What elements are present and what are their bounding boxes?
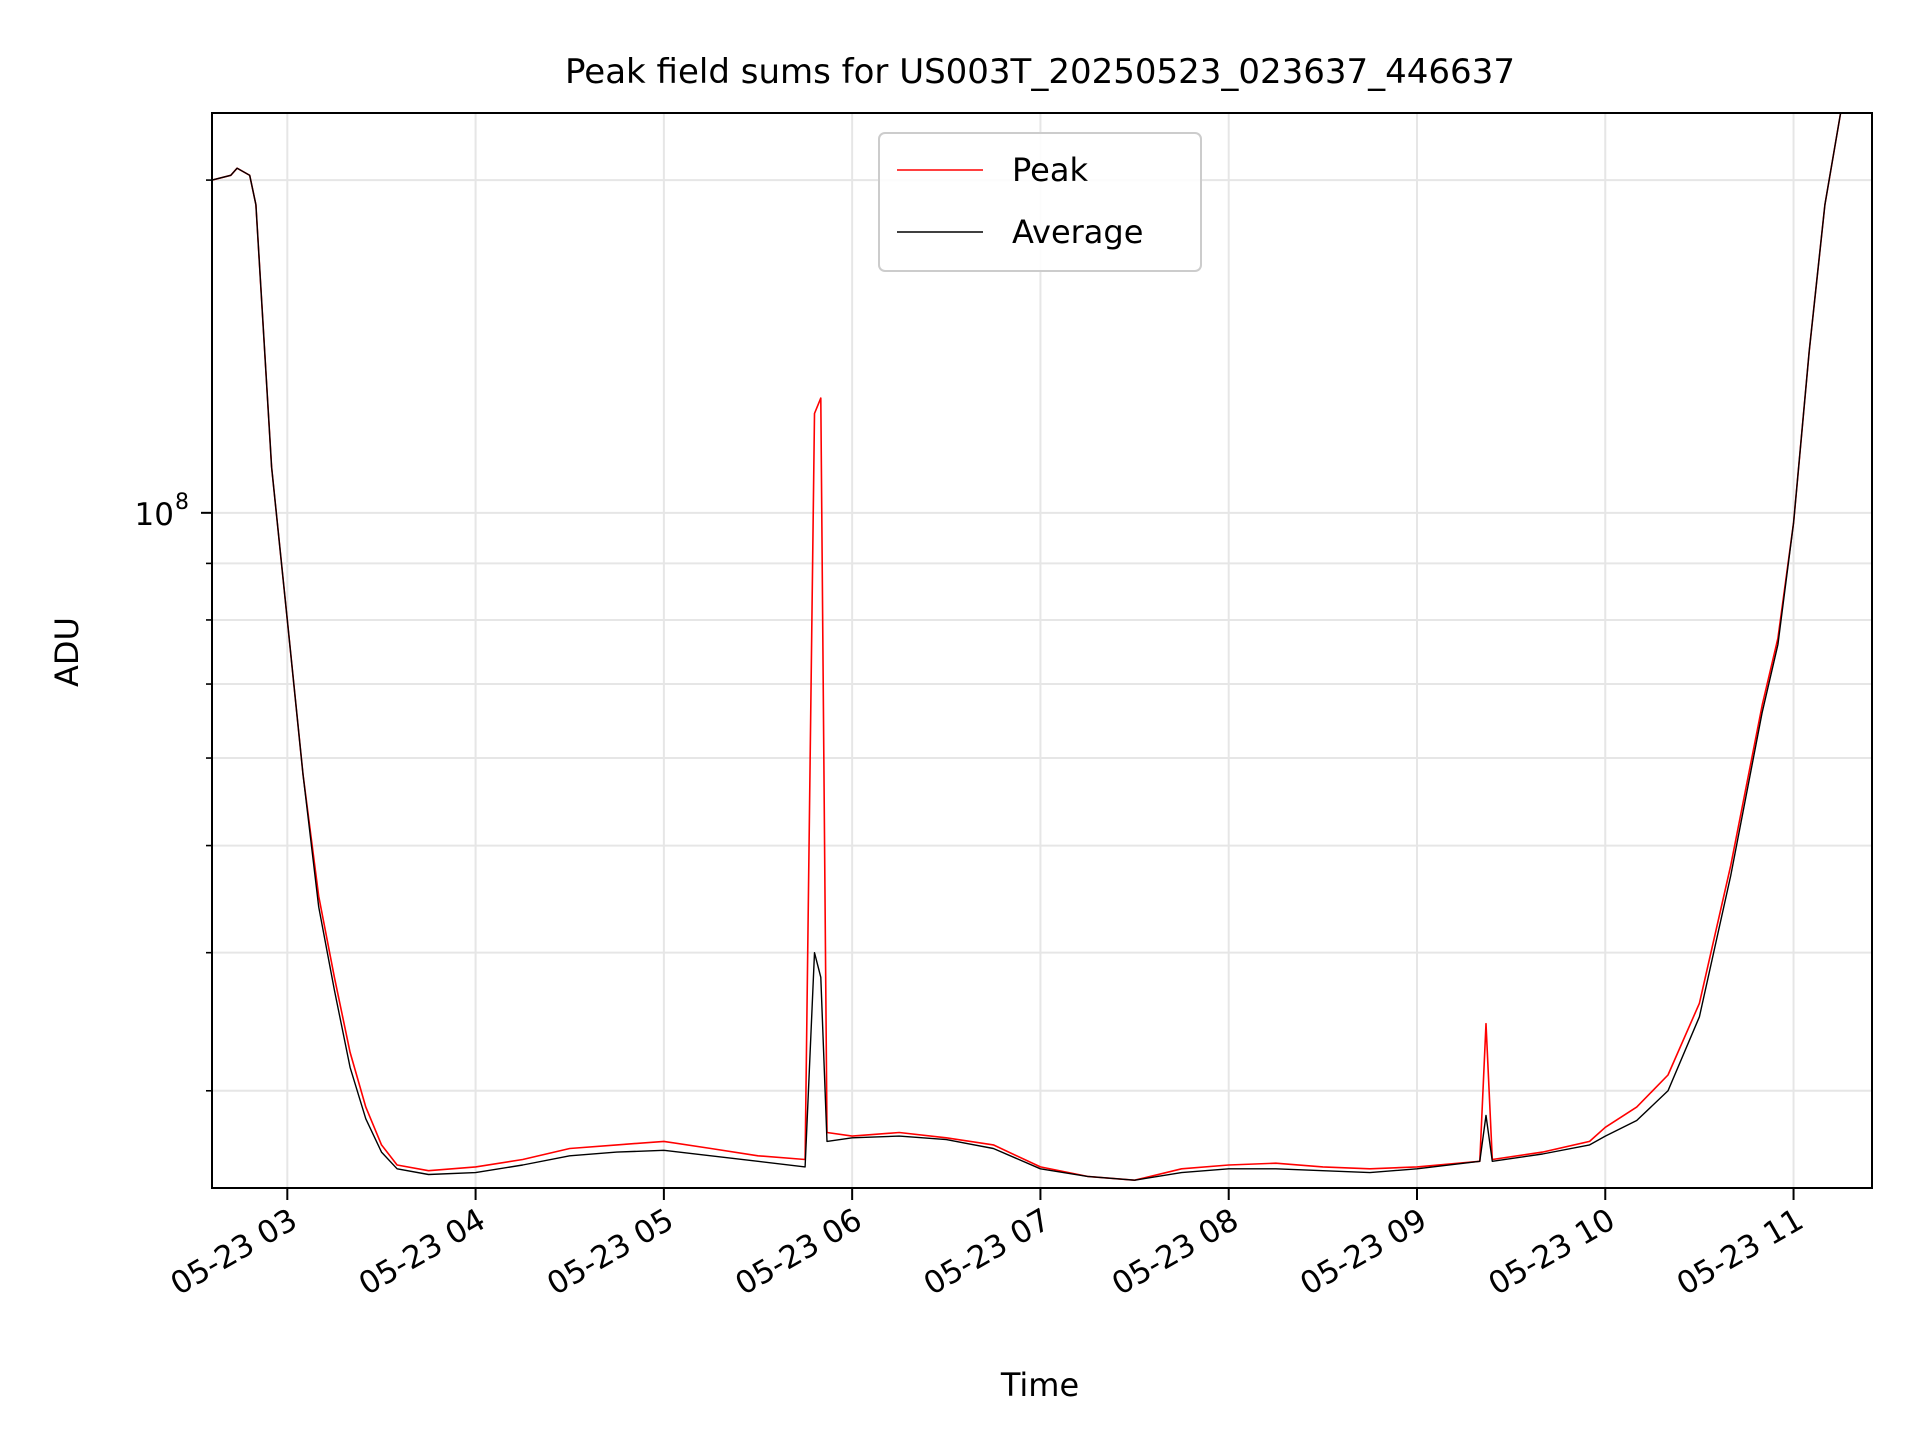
series-line-peak [211, 112, 1842, 1181]
chart-title: Peak field sums for US003T_20250523_0236… [565, 52, 1515, 92]
x-axis-label: Time [1000, 1366, 1079, 1404]
legend-label-peak: Peak [1012, 151, 1088, 189]
grid [212, 113, 1872, 1188]
legend: Peak Average [878, 132, 1202, 272]
series-layer [211, 112, 1842, 1181]
legend-label-average: Average [1012, 213, 1143, 251]
series-line-average [211, 112, 1842, 1181]
y-tick-label: 10 [135, 497, 174, 533]
y-axis-label: ADU [48, 617, 86, 687]
y-tick-label-exponent: 8 [175, 490, 189, 515]
plot-frame [211, 112, 1873, 1189]
y-axis: 10 8 [135, 179, 212, 1092]
legend-box [878, 132, 1202, 272]
